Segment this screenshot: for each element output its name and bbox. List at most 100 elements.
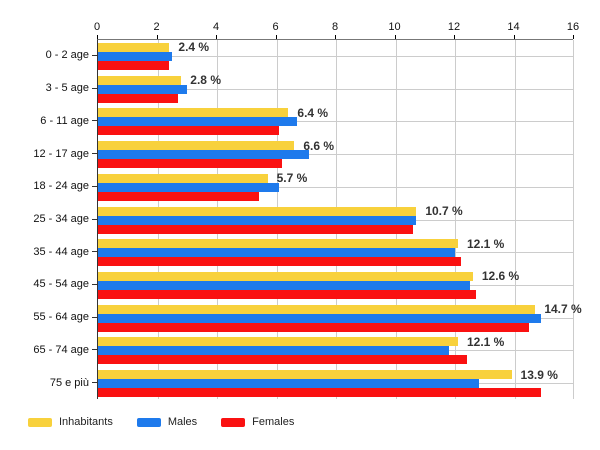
plot-area: 2.4 % 2.8 % 6.4 % 6.6 % 5.7 % 10.7 % 12.1 % 12.… (97, 39, 582, 399)
x-tick-label: 4 (212, 21, 220, 33)
bar-males (98, 84, 188, 94)
value-label: 12.1 % (466, 236, 505, 251)
bar-inhabitants (98, 141, 295, 151)
value-label: 12.1 % (466, 334, 505, 349)
bar-inhabitants (98, 337, 458, 347)
x-tick-label: 12 (447, 21, 461, 33)
bar-females (98, 224, 414, 234)
value-label: 13.9 % (520, 367, 558, 382)
y-tick-mark (92, 153, 97, 155)
bar-inhabitants (98, 173, 268, 183)
x-tick-mark (394, 35, 396, 39)
h-gridline (98, 88, 574, 90)
x-tick-mark (335, 35, 336, 39)
legend-label: Females (252, 416, 295, 428)
x-tick-mark (573, 35, 574, 39)
x-tick-label: 14 (507, 21, 520, 33)
y-category-label: 0 - 2 age (45, 49, 89, 62)
bar-inhabitants (98, 370, 512, 380)
x-tick-label: 8 (331, 21, 339, 33)
legend: Inhabitants Males Females (28, 416, 318, 429)
h-gridline (98, 55, 574, 57)
x-tick-mark (156, 35, 158, 39)
bar-females (98, 289, 476, 299)
bar-females (98, 355, 467, 365)
bar-males (98, 346, 450, 356)
bar-inhabitants (98, 271, 473, 281)
x-tick-label: 6 (272, 21, 279, 33)
x-tick-label: 0 (93, 21, 101, 33)
bar-females (98, 257, 461, 267)
bar-females (98, 191, 259, 201)
y-tick-mark (92, 54, 97, 56)
y-category-label: 65 - 74 age (33, 343, 89, 356)
y-category-label: 25 - 34 age (33, 213, 89, 225)
bar-males (98, 313, 542, 323)
bar-females (98, 60, 170, 70)
bar-males (98, 150, 310, 160)
legend-item: Females (221, 416, 294, 429)
bar-males (98, 51, 173, 61)
y-category-label: 12 - 17 age (33, 147, 89, 160)
y-category-label: 18 - 24 age (33, 180, 89, 193)
bar-males (98, 280, 470, 290)
value-label: 12.6 % (481, 269, 520, 284)
value-label: 2.8 % (190, 73, 221, 88)
x-tick-label: 2 (153, 21, 160, 33)
y-tick-mark (92, 283, 97, 285)
value-label: 6.6 % (303, 138, 335, 153)
bar-inhabitants (98, 108, 289, 118)
y-tick-mark (92, 218, 97, 220)
value-label: 14.7 % (544, 302, 582, 317)
bar-females (98, 93, 179, 103)
x-tick-mark (97, 35, 98, 39)
bar-inhabitants (98, 304, 536, 314)
bar-females (98, 159, 283, 169)
legend-swatch (221, 418, 246, 427)
y-tick-mark (92, 316, 97, 318)
bar-males (98, 182, 280, 192)
bar-females (98, 388, 542, 398)
bar-females (98, 322, 530, 332)
x-tick-label: 16 (566, 21, 580, 33)
y-tick-mark (92, 120, 97, 122)
h-gridline (98, 121, 574, 123)
y-tick-mark (92, 185, 97, 187)
y-category-label: 3 - 5 age (45, 82, 89, 95)
x-tick-mark (513, 35, 515, 39)
bar-females (98, 126, 280, 136)
bar-males (98, 215, 417, 225)
legend-label: Males (167, 416, 198, 428)
value-label: 5.7 % (276, 171, 308, 186)
y-tick-mark (92, 382, 97, 384)
bar-males (98, 117, 298, 127)
legend-label: Inhabitants (59, 416, 113, 428)
h-gridline (98, 186, 574, 188)
h-gridline (98, 154, 574, 156)
bar-inhabitants (98, 206, 417, 216)
y-category-label: 35 - 44 age (33, 245, 89, 258)
legend-item: Males (136, 416, 198, 429)
legend-swatch (136, 418, 161, 427)
bar-inhabitants (98, 75, 182, 85)
value-label: 6.4 % (297, 105, 329, 120)
legend-swatch (28, 418, 52, 427)
y-category-label: 55 - 64 age (33, 311, 89, 324)
x-tick-mark (275, 35, 277, 39)
legend-item: Inhabitants (28, 416, 113, 429)
y-category-label: 45 - 54 age (33, 278, 89, 291)
y-category-label: 75 e più (49, 376, 89, 389)
bar-males (98, 248, 455, 258)
y-tick-mark (92, 87, 97, 89)
value-label: 10.7 % (425, 204, 463, 218)
bar-inhabitants (98, 239, 458, 249)
bar-inhabitants (98, 42, 170, 52)
x-tick-label: 10 (388, 21, 401, 33)
value-label: 2.4 % (178, 40, 210, 55)
y-tick-mark (92, 251, 97, 253)
y-category-label: 6 - 11 age (40, 114, 89, 127)
x-tick-mark (216, 35, 217, 39)
bar-males (98, 379, 479, 389)
x-tick-mark (454, 35, 455, 39)
